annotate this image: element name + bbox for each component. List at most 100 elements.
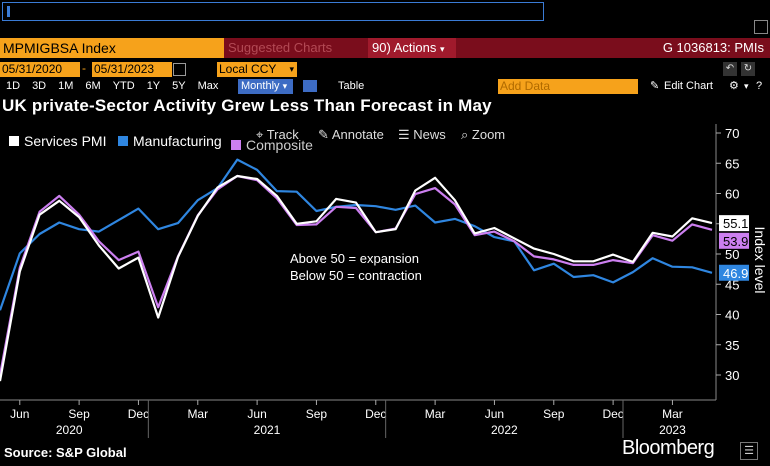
- help-icon[interactable]: ?: [756, 80, 763, 92]
- end-value-label: 53.9: [723, 234, 748, 249]
- range-max[interactable]: Max: [197, 80, 219, 92]
- calendar-icon[interactable]: [173, 63, 186, 76]
- y-tick-label: 35: [725, 338, 739, 353]
- line-chart-icon[interactable]: [303, 80, 317, 92]
- chevron-down-icon: ▾: [282, 81, 288, 91]
- actions-label: Actions: [393, 40, 437, 55]
- table-button[interactable]: Table: [338, 80, 365, 92]
- text-cursor: [7, 6, 10, 17]
- x-tick-label: Dec: [365, 407, 386, 421]
- y-tick-label: 30: [725, 368, 739, 383]
- range-1m[interactable]: 1M: [58, 80, 74, 92]
- range-ytd[interactable]: YTD: [112, 80, 135, 92]
- range-buttons: 1D 3D 1M 6M YTD 1Y 5Y Max: [6, 79, 218, 94]
- x-year-label: 2022: [491, 423, 518, 437]
- add-data-input[interactable]: Add Data: [498, 79, 638, 94]
- manufacturing-swatch: [118, 136, 128, 146]
- range-6m[interactable]: 6M: [85, 80, 101, 92]
- zoom-label: Zoom: [471, 127, 506, 142]
- legend-composite-label: Composite: [246, 137, 313, 153]
- track-tool[interactable]: ⌖ Track: [256, 127, 299, 143]
- chart-axes: 303540455055606570Index levelJunSepDecMa…: [0, 124, 768, 438]
- y-tick-label: 50: [725, 247, 739, 262]
- x-tick-label: Sep: [306, 407, 328, 421]
- x-tick-label: Dec: [128, 407, 149, 421]
- frequency-label: Monthly: [241, 80, 280, 92]
- legend-composite[interactable]: Composite: [231, 137, 313, 153]
- x-year-label: 2020: [56, 423, 83, 437]
- news-label: News: [413, 127, 446, 142]
- start-date-input[interactable]: 05/31/2020: [0, 62, 80, 77]
- legend-services[interactable]: Services PMI: [9, 133, 106, 149]
- x-tick-label: Jun: [247, 407, 266, 421]
- end-value-label: 46.9: [723, 266, 748, 281]
- annotation-expansion: Above 50 = expansion: [290, 251, 420, 266]
- zoom-icon: ⌕: [461, 127, 469, 142]
- date-separator: -: [82, 61, 86, 75]
- annotation-contraction: Below 50 = contraction: [290, 268, 422, 283]
- actions-menu-button[interactable]: 90) Actions ▾: [368, 38, 456, 58]
- command-line-input[interactable]: [2, 2, 544, 21]
- series-line-composite: [0, 174, 713, 376]
- zoom-tool[interactable]: ⌕ Zoom: [461, 127, 505, 143]
- x-year-label: 2021: [254, 423, 281, 437]
- x-tick-label: Mar: [662, 407, 683, 421]
- suggested-charts-button[interactable]: Suggested Charts: [228, 38, 332, 58]
- x-tick-label: Mar: [187, 407, 208, 421]
- ticker-field[interactable]: MPMIGBSA Index: [0, 38, 224, 58]
- composite-swatch: [231, 140, 241, 150]
- y-tick-label: 60: [725, 187, 739, 202]
- annotate-tool[interactable]: ✎ Annotate: [318, 127, 384, 143]
- x-tick-label: Mar: [425, 407, 446, 421]
- window-control-icon[interactable]: [754, 20, 768, 34]
- currency-label: Local CCY: [219, 62, 277, 76]
- x-tick-label: Sep: [543, 407, 565, 421]
- bloomberg-logo: Bloomberg: [622, 437, 715, 459]
- range-3d[interactable]: 3D: [32, 80, 47, 92]
- chart-lines: [0, 158, 713, 382]
- series-line-manufacturing: [0, 158, 713, 311]
- chevron-down-icon: ▾: [439, 44, 445, 54]
- y-tick-label: 40: [725, 308, 739, 323]
- range-5y[interactable]: 5Y: [172, 80, 186, 92]
- y-tick-label: 70: [725, 126, 739, 141]
- source-note: Source: S&P Global: [4, 445, 127, 460]
- range-1d[interactable]: 1D: [6, 80, 21, 92]
- actions-prefix: 90: [372, 40, 387, 55]
- undo-icon[interactable]: ↶: [723, 62, 737, 76]
- end-value-label: 55.1: [723, 216, 748, 231]
- end-value-badge: [719, 232, 749, 249]
- suggested-charts-label: Suggested Charts: [228, 40, 333, 55]
- end-value-badge: [719, 215, 749, 232]
- chevron-down-icon[interactable]: ▾: [744, 81, 749, 91]
- services-swatch: [9, 136, 19, 146]
- legend-services-label: Services PMI: [24, 133, 107, 149]
- currency-select[interactable]: Local CCY ▾: [217, 62, 297, 77]
- refresh-icon[interactable]: ↻: [741, 62, 755, 76]
- annotate-label: Annotate: [331, 127, 384, 142]
- x-tick-label: Dec: [602, 407, 623, 421]
- chart-labels: 55.1 53.9 46.9: [719, 215, 749, 281]
- legend-manufacturing[interactable]: Manufacturing: [118, 133, 222, 149]
- range-1y[interactable]: 1Y: [146, 80, 161, 92]
- graph-title: G 1036813: PMIs: [662, 40, 764, 55]
- gear-icon[interactable]: ⚙: [729, 80, 739, 92]
- edit-chart-button[interactable]: Edit Chart: [664, 80, 713, 92]
- x-tick-label: Jun: [485, 407, 504, 421]
- y-axis-title: Index level: [752, 227, 768, 294]
- annotate-icon: ✎: [318, 127, 329, 142]
- news-tool[interactable]: ☰ News: [398, 127, 446, 143]
- pencil-icon[interactable]: ✎: [650, 80, 660, 92]
- news-icon: ☰: [398, 127, 410, 142]
- annotation-block: Above 50 = expansion Below 50 = contract…: [290, 250, 422, 284]
- y-tick-label: 45: [725, 277, 739, 292]
- x-tick-label: Jun: [10, 407, 29, 421]
- chart-title: UK private-Sector Activity Grew Less Tha…: [2, 96, 492, 115]
- chevron-down-icon: ▾: [289, 64, 294, 74]
- frequency-select[interactable]: Monthly ▾: [238, 79, 293, 94]
- series-line-services-pmi: [0, 174, 713, 382]
- end-date-input[interactable]: 05/31/2023: [92, 62, 172, 77]
- track-icon: ⌖: [256, 127, 264, 142]
- bloomberg-menu-icon[interactable]: ☰: [740, 442, 758, 460]
